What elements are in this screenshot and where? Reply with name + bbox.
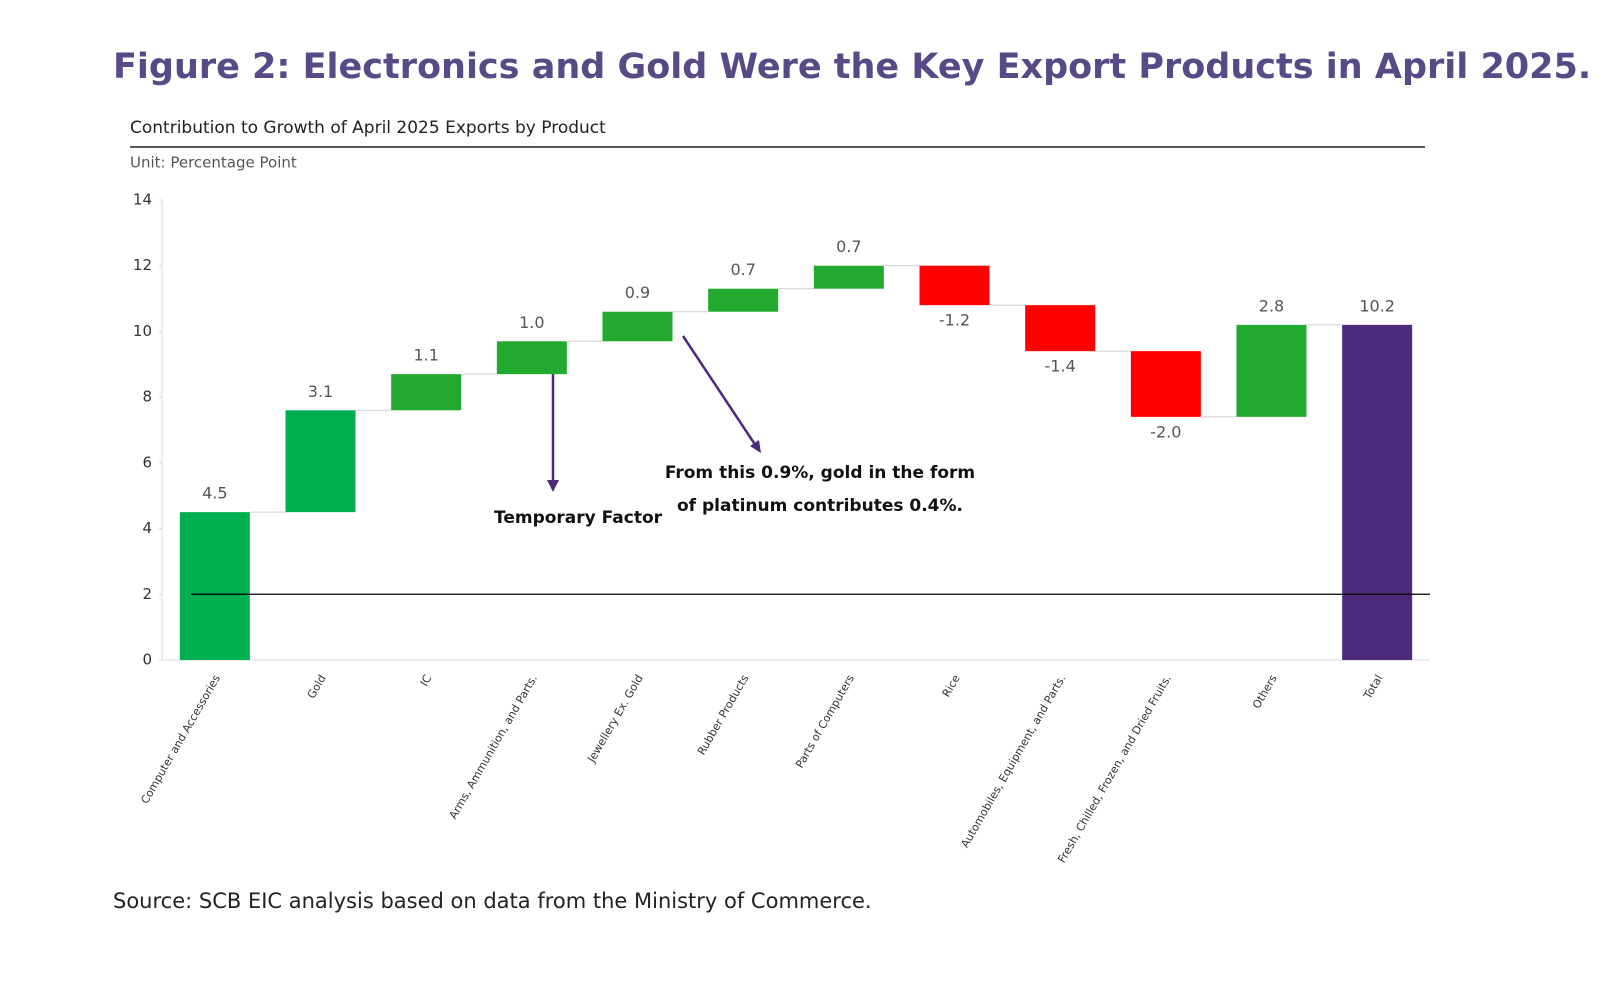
bar [1130,351,1201,417]
x-tick-label: Arms, Ammunition, and Parts. [447,673,540,822]
bar [1342,324,1413,660]
bar [813,265,884,289]
unit-label: Unit: Percentage Point [130,154,297,172]
bar [179,512,250,660]
bar [919,265,990,306]
value-label: 3.1 [308,382,333,401]
x-tick-label: Rice [940,672,963,699]
bar [602,311,673,342]
x-tick-label: IC [418,672,435,688]
bar [496,341,567,375]
annotation: Temporary Factor [494,508,663,528]
value-label: -1.4 [1045,357,1076,376]
value-label: 10.2 [1359,296,1395,315]
value-label: 2.8 [1259,296,1284,315]
bar [391,374,462,411]
x-tick-label: Fresh, Chilled, Frozen, and Dried Fruits… [1055,673,1174,866]
y-tick-label: 10 [133,322,152,340]
y-tick-label: 0 [142,651,152,669]
y-tick-label: 2 [142,585,152,603]
arrow-head [547,480,559,492]
x-tick-label: Others [1250,672,1280,711]
x-tick-label: Automobiles, Equipment, and Parts. [958,673,1068,850]
value-label: 4.5 [202,484,227,503]
value-label: 1.1 [413,346,438,365]
value-label: 0.9 [625,283,650,302]
bar [1025,305,1096,352]
x-tick-label: Gold [305,673,329,701]
arrow-head [750,440,761,453]
chart-subtitle: Contribution to Growth of April 2025 Exp… [130,118,606,138]
x-tick-label: Total [1361,673,1386,703]
y-tick-label: 14 [133,191,152,209]
y-tick-label: 12 [133,256,152,274]
y-tick-label: 6 [142,453,152,471]
bar [285,410,356,513]
value-label: -1.2 [939,311,970,330]
value-label: 1.0 [519,313,544,332]
value-label: -2.0 [1150,422,1181,441]
arrow [681,335,758,447]
x-tick-label: Jewellery Ex. Gold [584,673,645,766]
x-tick-label: Computer and Accessories [138,672,223,806]
source: Source: SCB EIC analysis based on data f… [113,889,872,913]
y-tick-label: 8 [142,388,152,406]
annotation: From this 0.9%, gold in the form [665,463,975,483]
chart-title: Figure 2: Electronics and Gold Were the … [113,47,1591,87]
bar [1236,324,1307,417]
y-tick-label: 4 [142,519,152,537]
bar [708,288,779,312]
value-label: 0.7 [836,237,861,256]
x-tick-label: Parts of Computers [793,672,857,770]
value-label: 0.7 [730,260,755,279]
annotation: of platinum contributes 0.4%. [677,496,963,516]
x-tick-label: Rubber Products [695,672,752,757]
